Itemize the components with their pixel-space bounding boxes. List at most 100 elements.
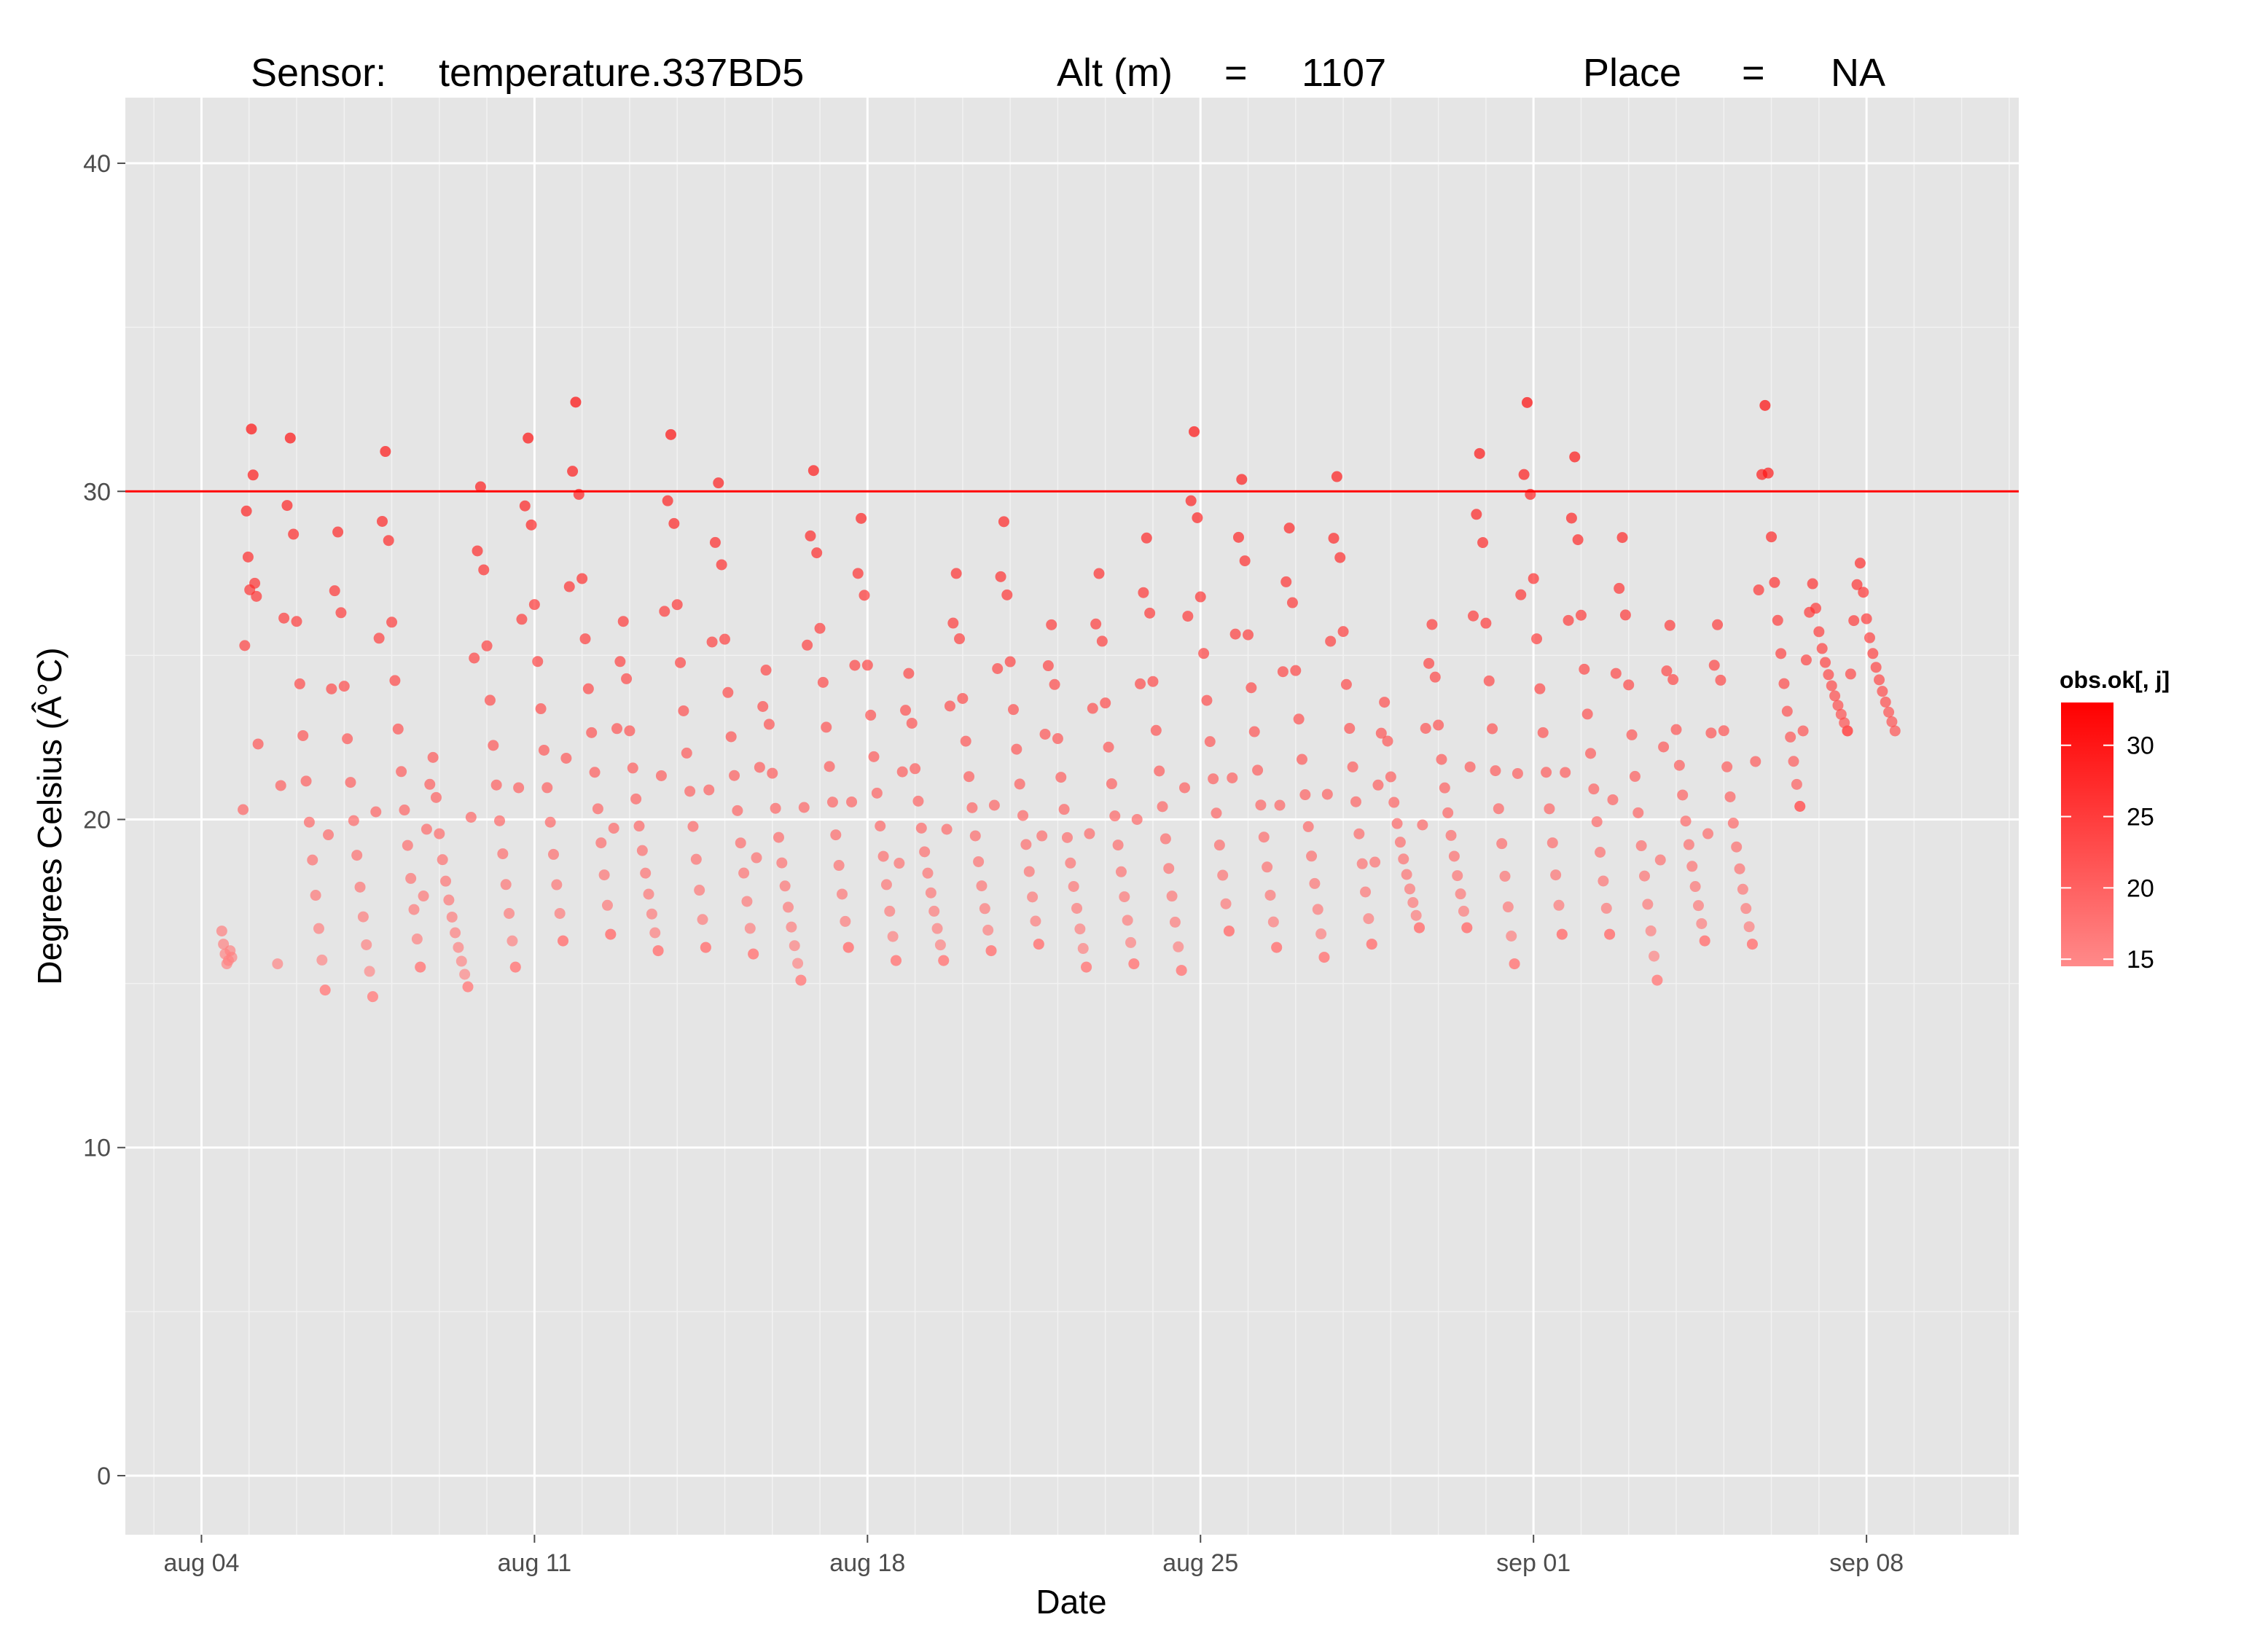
data-point bbox=[830, 829, 842, 841]
data-point bbox=[1883, 706, 1895, 718]
data-point bbox=[1445, 829, 1457, 841]
data-point bbox=[592, 803, 603, 815]
data-point bbox=[1356, 858, 1368, 869]
x-tick-label: aug 11 bbox=[498, 1549, 571, 1577]
data-point bbox=[950, 568, 962, 579]
data-point bbox=[1115, 866, 1127, 877]
data-point bbox=[675, 657, 687, 668]
data-point bbox=[396, 766, 407, 778]
data-point bbox=[354, 881, 366, 893]
x-tick-label: aug 25 bbox=[1162, 1549, 1238, 1577]
data-point bbox=[754, 762, 765, 773]
data-point bbox=[779, 880, 791, 892]
data-point bbox=[814, 622, 826, 634]
y-tick-label: 40 bbox=[83, 150, 111, 178]
data-point bbox=[1074, 923, 1086, 935]
data-point bbox=[824, 761, 835, 772]
data-point bbox=[1600, 902, 1612, 914]
data-point bbox=[1654, 854, 1666, 866]
data-point bbox=[934, 939, 946, 951]
data-point bbox=[424, 778, 436, 790]
x-axis-title: Date bbox=[1036, 1583, 1106, 1621]
data-point bbox=[884, 905, 896, 917]
data-point bbox=[880, 879, 892, 891]
data-point bbox=[494, 815, 506, 826]
data-point bbox=[763, 719, 775, 730]
data-point bbox=[1248, 726, 1260, 737]
data-point bbox=[1369, 856, 1381, 868]
data-point bbox=[1227, 772, 1238, 783]
data-point bbox=[709, 536, 721, 548]
data-point bbox=[1353, 828, 1365, 839]
data-point bbox=[757, 701, 769, 713]
data-point bbox=[697, 914, 708, 925]
data-point bbox=[326, 683, 337, 694]
data-point bbox=[716, 559, 727, 571]
data-point bbox=[735, 837, 746, 849]
data-point bbox=[1410, 909, 1422, 921]
data-point bbox=[1499, 870, 1511, 882]
data-point bbox=[624, 725, 636, 737]
data-point bbox=[744, 923, 756, 934]
data-point bbox=[434, 828, 445, 839]
data-point bbox=[859, 590, 870, 601]
data-point bbox=[617, 616, 629, 627]
data-point bbox=[370, 806, 382, 818]
data-point bbox=[1217, 869, 1229, 881]
data-point bbox=[357, 911, 369, 923]
data-point bbox=[1740, 903, 1752, 915]
data-point bbox=[345, 777, 356, 788]
data-point bbox=[1645, 925, 1657, 936]
data-point bbox=[373, 633, 385, 644]
data-point bbox=[1192, 512, 1203, 524]
data-point bbox=[516, 614, 528, 625]
data-point bbox=[662, 495, 673, 506]
alt-value: 1107 bbox=[1302, 51, 1386, 95]
data-point bbox=[960, 735, 971, 747]
data-point bbox=[402, 839, 413, 851]
data-point bbox=[443, 894, 455, 906]
data-point bbox=[605, 928, 617, 940]
data-point bbox=[1286, 597, 1298, 608]
data-point bbox=[770, 802, 781, 814]
data-point bbox=[912, 795, 924, 807]
data-point bbox=[504, 908, 515, 919]
data-point bbox=[313, 923, 324, 934]
data-point bbox=[1826, 680, 1837, 692]
data-point bbox=[786, 921, 797, 933]
data-point bbox=[646, 908, 657, 920]
data-point bbox=[1160, 833, 1171, 845]
data-point bbox=[1870, 662, 1882, 673]
data-point bbox=[1004, 656, 1016, 668]
data-point bbox=[963, 771, 975, 783]
data-point bbox=[1350, 796, 1361, 807]
data-point bbox=[954, 633, 966, 645]
data-point bbox=[1401, 869, 1412, 880]
data-point bbox=[1052, 733, 1063, 745]
data-point bbox=[947, 617, 959, 629]
data-point bbox=[1204, 736, 1216, 748]
data-point bbox=[484, 694, 496, 706]
legend-tick-label: 30 bbox=[2127, 732, 2154, 760]
data-point bbox=[1718, 725, 1729, 737]
data-point bbox=[1106, 778, 1117, 790]
data-point bbox=[1534, 683, 1546, 694]
data-point bbox=[1667, 674, 1679, 686]
data-point bbox=[1442, 807, 1454, 818]
data-point bbox=[1721, 761, 1733, 772]
data-point bbox=[789, 940, 800, 952]
data-point bbox=[1163, 863, 1175, 874]
y-tick-label: 10 bbox=[83, 1135, 111, 1162]
data-point bbox=[1131, 814, 1143, 826]
data-point bbox=[1042, 660, 1054, 672]
data-point bbox=[998, 516, 1009, 528]
data-point bbox=[251, 590, 262, 602]
data-point bbox=[760, 665, 772, 676]
data-point bbox=[1521, 396, 1533, 408]
data-point bbox=[1699, 935, 1710, 947]
data-point bbox=[408, 904, 420, 915]
data-point bbox=[1360, 886, 1372, 898]
legend-tick-label: 15 bbox=[2127, 946, 2154, 974]
data-point bbox=[1194, 591, 1206, 603]
data-point bbox=[497, 848, 509, 860]
